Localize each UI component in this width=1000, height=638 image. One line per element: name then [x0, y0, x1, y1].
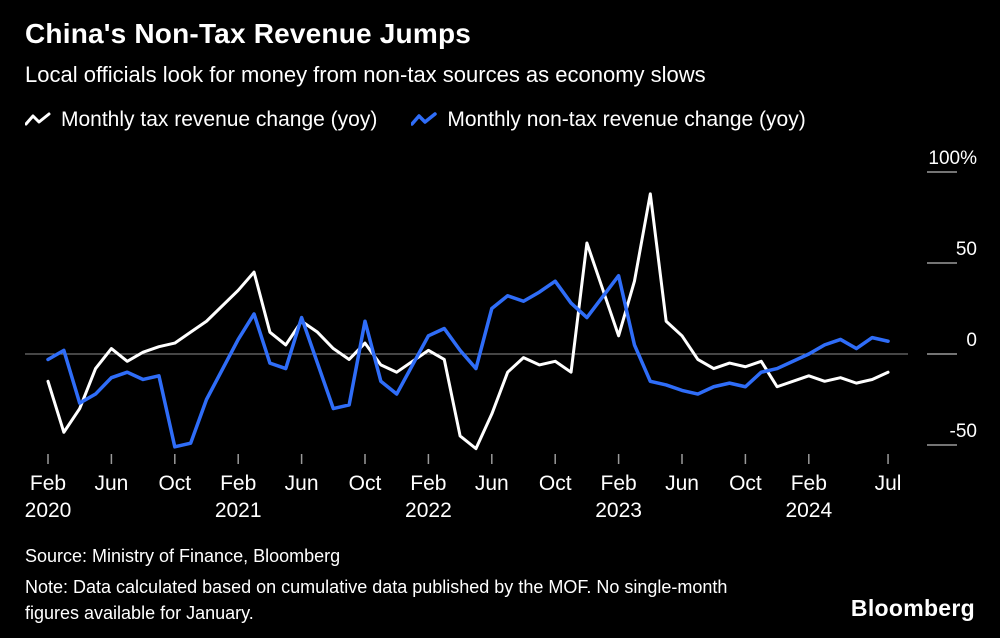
legend-label-nontax: Monthly non-tax revenue change (yoy): [447, 108, 806, 131]
note-text: Note: Data calculated based on cumulativ…: [25, 577, 728, 624]
legend-item-nontax: Monthly non-tax revenue change (yoy): [411, 108, 806, 132]
x-axis-month-label: Jul: [875, 472, 902, 495]
y-axis-label: 100%: [928, 148, 977, 169]
chart-header: China's Non-Tax Revenue Jumps Local offi…: [25, 18, 975, 132]
line-chart-canvas: 100% 50 0 -50 Feb 2020 Jun Oct Feb 2021 Jun Oct Feb 2…: [25, 148, 977, 522]
chart-title: China's Non-Tax Revenue Jumps: [25, 18, 472, 49]
chart-area: 100% 50 0 -50 Feb 2020 Jun Oct Feb 2021 Jun Oct Feb 2…: [0, 138, 1000, 522]
bloomberg-logo: Bloomberg: [850, 595, 975, 621]
y-axis-label: 50: [956, 239, 977, 260]
x-axis-year-label: 2023: [595, 499, 642, 520]
x-axis-month-label: Jun: [665, 472, 699, 495]
x-axis-month-label: Feb: [410, 472, 446, 495]
chart-legend: Monthly tax revenue change (yoy) Monthly…: [25, 108, 975, 132]
y-axis-label: 0: [966, 330, 977, 351]
legend-label-tax: Monthly tax revenue change (yoy): [61, 108, 378, 131]
x-axis-month-label: Feb: [601, 472, 637, 495]
x-axis-month-label: Jun: [285, 472, 319, 495]
nontax-line-swatch-icon: [411, 112, 438, 126]
y-axis-label: -50: [950, 421, 977, 442]
x-axis-month-label: Feb: [791, 472, 827, 495]
tax-line-swatch-icon: [25, 112, 51, 126]
nontax-swatch-stroke: [411, 112, 438, 126]
x-axis-year-label: 2020: [25, 499, 72, 520]
legend-item-tax: Monthly tax revenue change (yoy): [25, 108, 377, 132]
x-axis-month-label: Oct: [158, 472, 191, 495]
x-axis-year-label: 2021: [215, 499, 262, 520]
chart-subtitle: Local officials look for money from non-…: [25, 62, 706, 87]
non-tax-revenue-line: [46, 273, 890, 449]
x-axis-month-label: Jun: [94, 472, 128, 495]
chart-footer: Source: Ministry of Finance, Bloomberg N…: [25, 546, 975, 626]
x-axis-month-label: Jun: [475, 472, 509, 495]
x-axis-month-label: Feb: [30, 472, 66, 495]
source-text: Source: Ministry of Finance, Bloomberg: [25, 546, 341, 566]
x-axis-month-label: Feb: [220, 472, 256, 495]
x-axis-year-label: 2022: [405, 499, 452, 520]
x-axis-month-label: Oct: [539, 472, 572, 495]
x-axis-year-label: 2024: [785, 499, 832, 520]
x-axis-month-label: Oct: [349, 472, 382, 495]
tax-swatch-stroke: [25, 112, 51, 126]
tax-revenue-line: [46, 192, 890, 451]
x-axis-month-label: Oct: [729, 472, 762, 495]
